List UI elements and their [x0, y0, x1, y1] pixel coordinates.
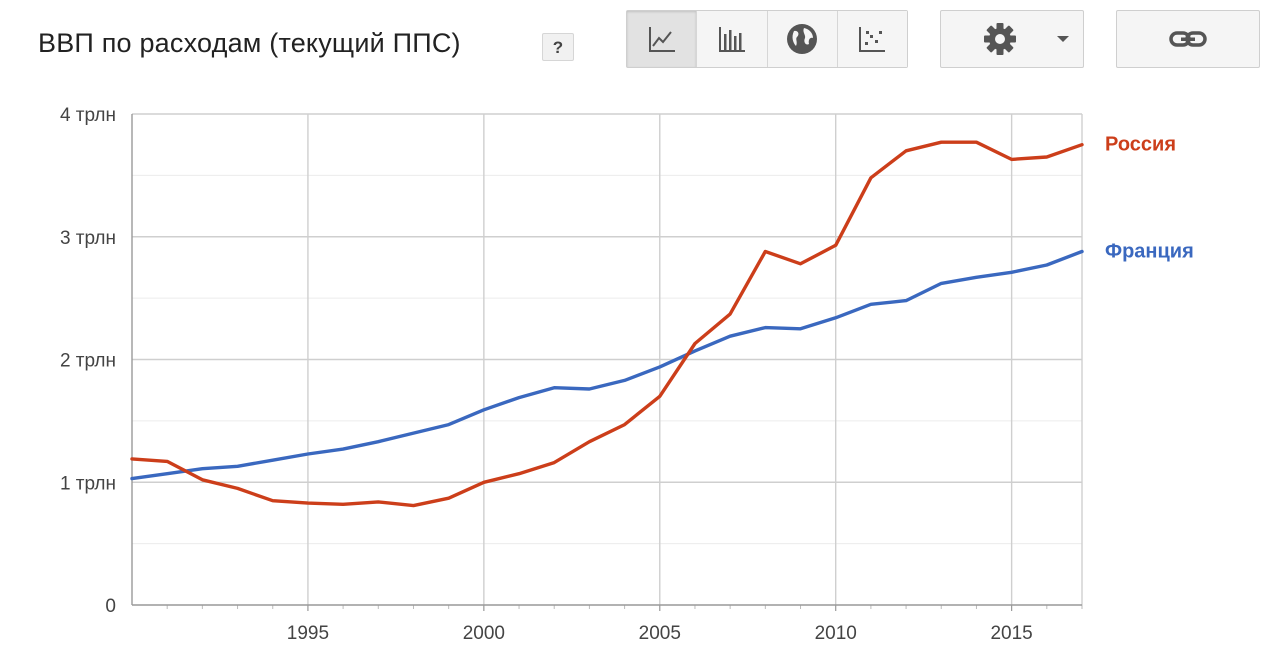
series-label-russia[interactable]: Россия: [1105, 134, 1176, 156]
series-line-france: [130, 249, 1084, 481]
line-chart-button[interactable]: [627, 11, 698, 67]
chart-title: ВВП по расходам (текущий ППС): [38, 28, 461, 58]
scatter-chart-button[interactable]: [837, 11, 907, 67]
bar-chart-icon: [718, 27, 745, 52]
chart-type-switcher: [626, 10, 908, 68]
x-tick-label: 1995: [287, 623, 329, 644]
x-tick-label: 2015: [990, 623, 1032, 644]
y-tick-label: 0: [105, 596, 116, 617]
x-tick-label: 2005: [639, 623, 681, 644]
series-label-france[interactable]: Франция: [1105, 240, 1194, 262]
map-chart-button[interactable]: [767, 11, 838, 67]
caret-down-icon: [1057, 36, 1069, 42]
x-tick-label: 2000: [463, 623, 505, 644]
y-tick-label: 3 трлн: [60, 228, 116, 249]
series-line-russia: [130, 140, 1084, 508]
y-tick-label: 2 трлн: [60, 351, 116, 372]
share-link-button[interactable]: [1116, 10, 1260, 68]
map-globe-icon: [787, 24, 818, 54]
bar-chart-button[interactable]: [697, 11, 768, 67]
gear-icon: [984, 23, 1016, 55]
link-icon: [1169, 31, 1207, 47]
scatter-chart-icon: [859, 27, 886, 52]
y-tick-label: 4 трлн: [60, 105, 116, 126]
x-tick-label: 2010: [815, 623, 857, 644]
settings-button[interactable]: [940, 10, 1084, 68]
help-button[interactable]: ?: [542, 33, 574, 61]
y-tick-label: 1 трлн: [60, 473, 116, 494]
line-chart-icon: [648, 27, 675, 52]
